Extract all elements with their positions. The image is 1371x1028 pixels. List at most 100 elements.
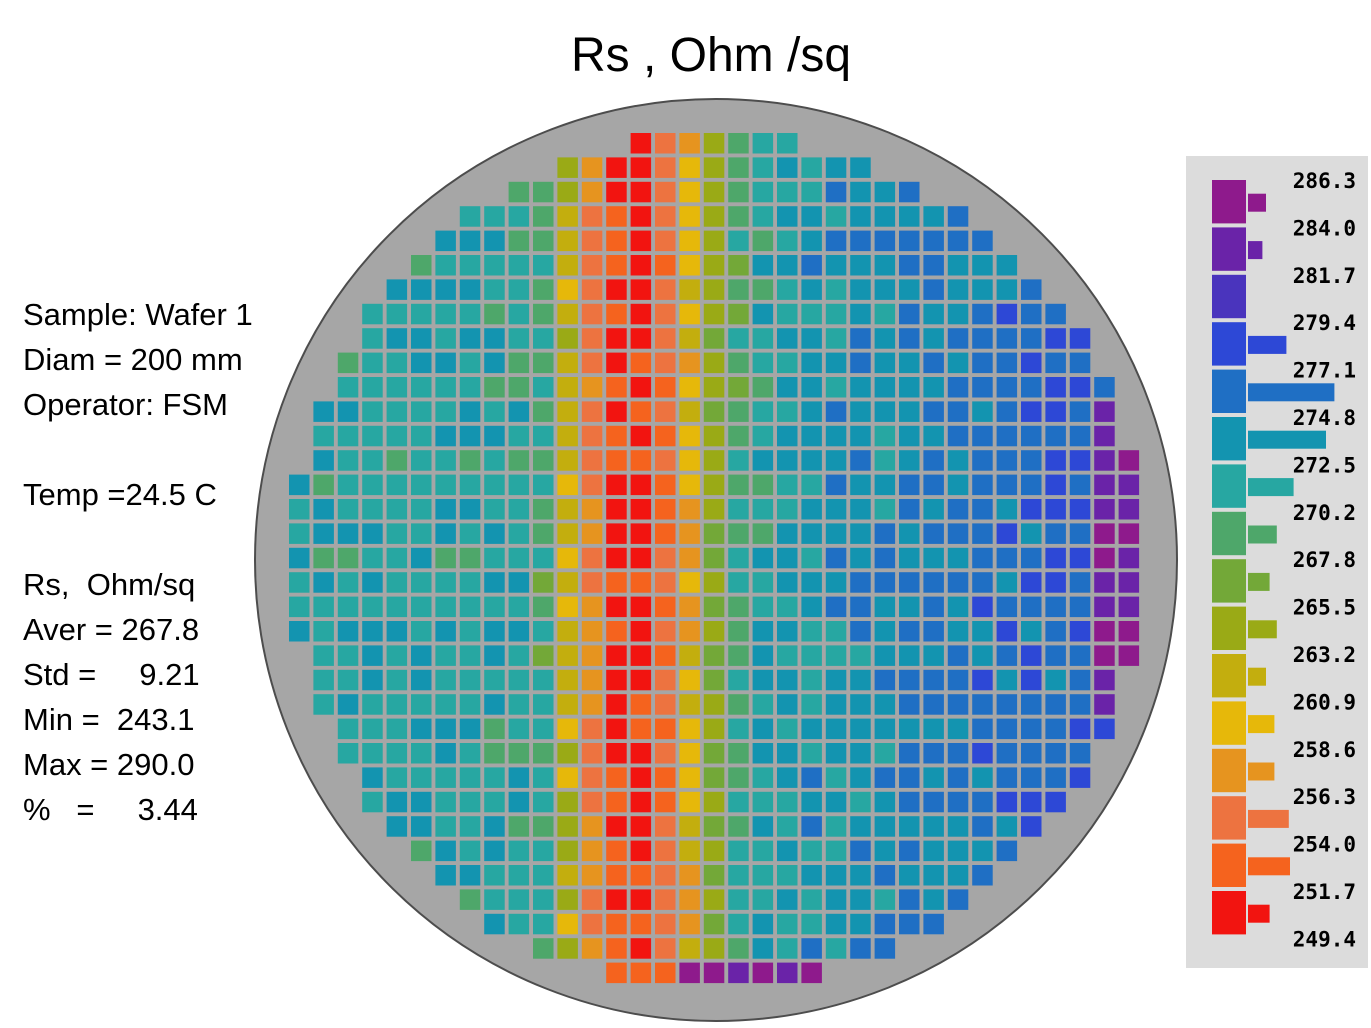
- wafer-cell: [1069, 645, 1091, 666]
- wafer-cell: [1045, 596, 1066, 618]
- wafer-cell: [850, 816, 871, 837]
- wafer-cell: [533, 889, 554, 910]
- legend-swatch: [1212, 606, 1246, 650]
- wafer-cell: [777, 938, 798, 959]
- wafer-cell: [972, 767, 993, 788]
- legend-tick-label: 272.5: [1293, 453, 1356, 477]
- legend-tick-label: 258.6: [1293, 738, 1356, 762]
- wafer-cell: [679, 743, 700, 764]
- wafer-cell: [289, 523, 310, 544]
- legend-swatch: [1212, 322, 1246, 366]
- wafer-cell: [1021, 328, 1042, 349]
- wafer-cell: [1094, 401, 1115, 422]
- wafer-cell: [484, 865, 505, 886]
- wafer-cell: [899, 474, 920, 496]
- wafer-cell: [777, 645, 798, 666]
- wafer-cell: [1021, 621, 1042, 642]
- wafer-cell: [533, 499, 554, 520]
- wafer-cell: [362, 767, 383, 788]
- wafer-cell: [996, 621, 1018, 642]
- wafer-cell: [533, 230, 554, 252]
- wafer-cell: [752, 279, 774, 300]
- wafer-cell: [728, 767, 749, 788]
- wafer-cell: [337, 425, 359, 447]
- stats-panel: Sample: Wafer 1 Diam = 200 mm Operator: …: [23, 292, 253, 832]
- wafer-cell: [703, 303, 725, 325]
- wafer-cell: [459, 279, 481, 300]
- wafer-cell: [777, 523, 798, 544]
- wafer-cell: [850, 596, 871, 618]
- wafer-cell: [484, 328, 505, 349]
- wafer-cell: [337, 694, 359, 715]
- wafer-cell: [923, 718, 944, 740]
- wafer-cell: [459, 865, 481, 886]
- wafer-cell: [825, 303, 847, 325]
- wafer-cell: [752, 865, 774, 886]
- wafer-cell: [1045, 499, 1066, 520]
- wafer-cell: [923, 572, 944, 593]
- wafer-cell: [337, 743, 359, 764]
- wafer-cell: [411, 547, 432, 569]
- wafer-cell: [777, 206, 798, 227]
- wafer-cell: [679, 450, 700, 471]
- wafer-cell: [801, 450, 822, 471]
- wafer-cell: [508, 913, 530, 935]
- wafer-cell: [484, 377, 505, 398]
- wafer-cell: [874, 669, 896, 691]
- wafer-cell: [752, 816, 774, 837]
- wafer-cell: [679, 865, 700, 886]
- wafer-cell: [606, 840, 627, 862]
- wafer-cell: [1069, 377, 1091, 398]
- wafer-cell: [533, 718, 554, 740]
- wafer-cell: [411, 279, 432, 300]
- wafer-cell: [508, 279, 530, 300]
- wafer-cell: [874, 889, 896, 910]
- wafer-cell: [923, 425, 944, 447]
- legend-swatch: [1212, 417, 1246, 461]
- wafer-cell: [850, 865, 871, 886]
- wafer-cell: [728, 181, 749, 203]
- wafer-cell: [850, 767, 871, 788]
- wafer-cell: [362, 547, 383, 569]
- wafer-cell: [655, 352, 676, 374]
- wafer-cell: [996, 255, 1018, 276]
- legend-histogram-bar: [1248, 430, 1326, 449]
- wafer-cell: [630, 181, 652, 203]
- wafer-cell: [1021, 547, 1042, 569]
- wafer-cell: [435, 645, 456, 666]
- wafer-cell: [606, 157, 627, 178]
- wafer-cell: [557, 621, 578, 642]
- wafer-cell: [728, 157, 749, 178]
- wafer-cell: [557, 791, 578, 813]
- wafer-cell: [533, 377, 554, 398]
- wafer-cell: [508, 669, 530, 691]
- wafer-cell: [533, 523, 554, 544]
- wafer-cell: [947, 328, 969, 349]
- wafer-cell: [630, 767, 652, 788]
- wafer-cell: [752, 962, 774, 984]
- legend-histogram-bar: [1248, 193, 1266, 212]
- wafer-cell: [508, 328, 530, 349]
- wafer-cell: [655, 865, 676, 886]
- wafer-cell: [386, 816, 408, 837]
- wafer-cell: [679, 133, 700, 154]
- wafer-cell: [1118, 645, 1140, 666]
- wafer-cell: [655, 401, 676, 422]
- wafer-cell: [484, 718, 505, 740]
- wafer-cell: [703, 596, 725, 618]
- wafer-cell: [533, 694, 554, 715]
- wafer-cell: [557, 669, 578, 691]
- wafer-cell: [825, 279, 847, 300]
- wafer-cell: [435, 499, 456, 520]
- wafer-cell: [484, 279, 505, 300]
- wafer-cell: [435, 840, 456, 862]
- wafer-cell: [899, 669, 920, 691]
- wafer-cell: [825, 865, 847, 886]
- wafer-cell: [679, 547, 700, 569]
- wafer-cell: [801, 499, 822, 520]
- wafer-cell: [533, 572, 554, 593]
- wafer-cell: [655, 425, 676, 447]
- wafer-cell: [825, 157, 847, 178]
- wafer-cell: [923, 913, 944, 935]
- wafer-cell: [777, 450, 798, 471]
